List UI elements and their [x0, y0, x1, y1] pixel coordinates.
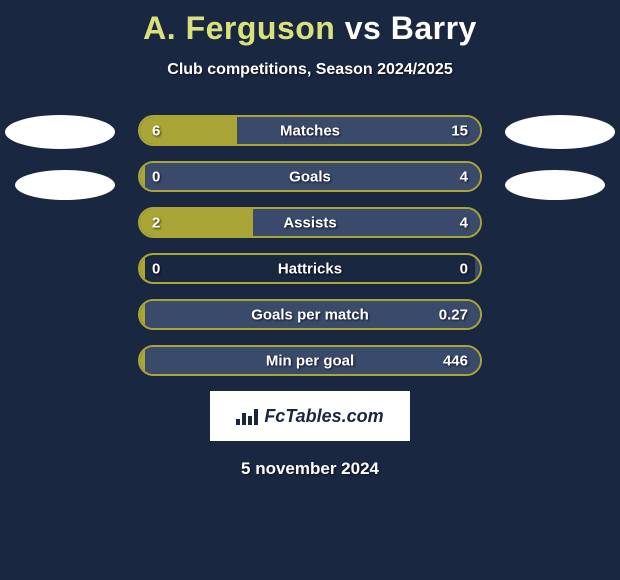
team-logo-left-1 — [5, 115, 115, 149]
stat-value-right: 15 — [451, 122, 468, 139]
stat-bar-row: Min per goal446 — [138, 345, 482, 376]
stat-value-left: 2 — [152, 214, 160, 231]
stat-label: Assists — [140, 214, 480, 231]
stat-value-left: 6 — [152, 122, 160, 139]
comparison-title: A. Ferguson vs Barry — [0, 0, 620, 47]
stat-value-left: 0 — [152, 168, 160, 185]
brand-text: FcTables.com — [264, 406, 383, 427]
player2-name: Barry — [391, 10, 477, 46]
stat-label: Goals — [140, 168, 480, 185]
stat-value-left: 0 — [152, 260, 160, 277]
stat-value-right: 446 — [443, 352, 468, 369]
stat-bar-row: Assists2 4 — [138, 207, 482, 238]
chart-area: Matches615Goals04Assists24Hattricks00Goa… — [0, 115, 620, 376]
stat-value-right: 4 — [460, 168, 468, 185]
player1-name: A. Ferguson — [143, 10, 335, 46]
chart-icon — [236, 407, 258, 425]
stat-label: Matches — [140, 122, 480, 139]
stat-bar-row: Hattricks0 0 — [138, 253, 482, 284]
team-logo-right-2 — [505, 170, 605, 200]
stat-value-right: 0.27 — [439, 306, 468, 323]
stat-bar-row: Matches6 15 — [138, 115, 482, 146]
stat-label: Goals per match — [140, 306, 480, 323]
stat-bars-container: Matches615Goals04Assists24Hattricks00Goa… — [138, 115, 482, 376]
team-logo-right-1 — [505, 115, 615, 149]
stat-bar-row: Goals0 4 — [138, 161, 482, 192]
vs-text: vs — [345, 10, 382, 46]
date-text: 5 november 2024 — [0, 459, 620, 479]
stat-bar-row: Goals per match0.27 — [138, 299, 482, 330]
stat-label: Min per goal — [140, 352, 480, 369]
stat-value-right: 0 — [460, 260, 468, 277]
team-logo-left-2 — [15, 170, 115, 200]
subtitle: Club competitions, Season 2024/2025 — [0, 61, 620, 79]
brand-logo: FcTables.com — [210, 391, 410, 441]
stat-value-right: 4 — [460, 214, 468, 231]
stat-label: Hattricks — [140, 260, 480, 277]
